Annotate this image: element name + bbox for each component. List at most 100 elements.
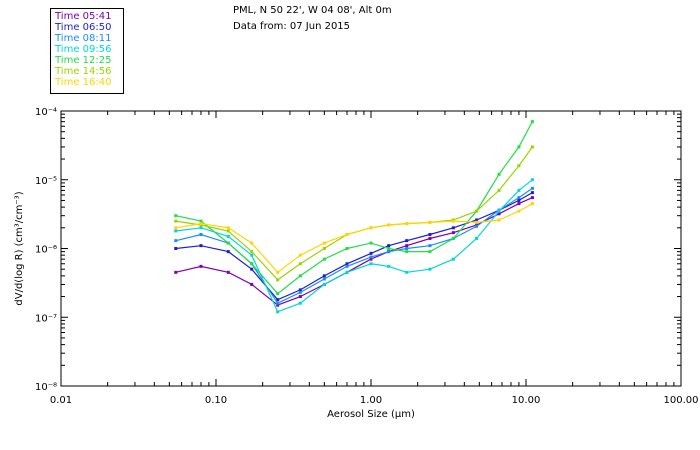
data-point <box>226 250 230 254</box>
data-point <box>530 196 534 200</box>
data-point <box>250 282 254 286</box>
data-point <box>345 232 349 236</box>
y-tick-label: 10⁻⁵ <box>35 176 57 187</box>
data-point <box>369 257 373 261</box>
data-point <box>298 288 302 292</box>
data-point <box>530 191 534 195</box>
data-point <box>369 241 373 245</box>
y-axis-label: dV/d(log R) (cm³/cm⁻³) <box>14 191 25 305</box>
data-point <box>517 145 521 149</box>
data-point <box>369 226 373 230</box>
y-tick-label: 10⁻⁶ <box>35 245 57 256</box>
data-point <box>530 178 534 182</box>
data-point <box>322 274 326 278</box>
data-point <box>428 220 432 224</box>
data-point <box>322 241 326 245</box>
data-point <box>226 229 230 233</box>
data-point <box>451 236 455 240</box>
data-point <box>199 226 203 230</box>
data-point <box>345 270 349 274</box>
x-tick-label: 1.00 <box>360 395 382 406</box>
data-point <box>298 274 302 278</box>
data-point <box>174 239 178 243</box>
y-tick-label: 10⁻⁴ <box>35 107 57 118</box>
x-tick-label: 10.00 <box>512 395 541 406</box>
data-point <box>226 241 230 245</box>
legend-entry: Time 05:41 <box>55 11 112 22</box>
data-point <box>276 270 280 274</box>
data-point <box>530 186 534 190</box>
data-point <box>387 247 391 250</box>
data-point <box>387 223 391 227</box>
data-point <box>199 244 203 248</box>
x-tick-label: 0.10 <box>205 395 227 406</box>
data-point <box>451 219 455 223</box>
series-line <box>175 187 533 304</box>
data-point <box>475 236 479 240</box>
data-point <box>475 218 479 222</box>
data-point <box>517 188 521 192</box>
data-point <box>250 262 254 266</box>
data-point <box>226 234 230 238</box>
data-point <box>405 239 409 243</box>
data-point <box>174 214 178 218</box>
data-point <box>428 236 432 240</box>
data-point <box>298 290 302 294</box>
data-point <box>199 232 203 236</box>
data-point <box>517 196 521 200</box>
data-point <box>276 298 280 302</box>
data-point <box>497 218 501 222</box>
data-point <box>298 295 302 299</box>
data-point <box>517 198 521 202</box>
data-point <box>497 209 501 213</box>
data-point <box>405 270 409 274</box>
data-point <box>276 310 280 314</box>
data-point <box>250 241 254 245</box>
data-point <box>497 172 501 176</box>
data-point <box>451 226 455 230</box>
data-point <box>322 257 326 261</box>
y-tick-label: 10⁻⁸ <box>35 382 57 393</box>
plot-border <box>60 110 682 387</box>
data-point <box>517 202 521 206</box>
data-point <box>497 212 501 216</box>
data-point <box>226 226 230 230</box>
legend-entry: Time 06:50 <box>55 22 112 33</box>
series-line <box>175 179 533 313</box>
data-point <box>276 301 280 305</box>
data-point <box>428 232 432 236</box>
data-point <box>387 250 391 254</box>
data-point <box>405 247 409 250</box>
legend-entry: Time 16:40 <box>55 77 112 88</box>
legend: Time 05:41 Time 06:50 Time 08:11 Time 09… <box>50 8 124 94</box>
data-point <box>250 253 254 257</box>
data-point <box>298 301 302 305</box>
x-tick-label: 100.00 <box>664 395 699 406</box>
x-axis-label: Aerosol Size (µm) <box>327 409 415 420</box>
data-point <box>369 251 373 255</box>
data-point <box>530 202 534 206</box>
data-point <box>322 247 326 250</box>
data-point <box>530 145 534 149</box>
data-point <box>250 250 254 254</box>
data-point <box>369 255 373 259</box>
data-point <box>276 278 280 282</box>
data-point <box>298 262 302 266</box>
data-point <box>345 262 349 266</box>
data-point <box>530 120 534 124</box>
data-point <box>517 164 521 168</box>
series-line <box>175 146 533 281</box>
data-point <box>428 250 432 254</box>
y-tick-label: 10⁻⁷ <box>35 313 57 324</box>
data-point <box>497 188 501 192</box>
data-point <box>199 219 203 223</box>
data-point <box>428 267 432 271</box>
legend-entry: Time 08:11 <box>55 33 112 44</box>
data-point <box>475 220 479 224</box>
data-point <box>322 282 326 286</box>
data-point <box>475 224 479 228</box>
data-point <box>174 270 178 274</box>
data-point <box>298 253 302 257</box>
